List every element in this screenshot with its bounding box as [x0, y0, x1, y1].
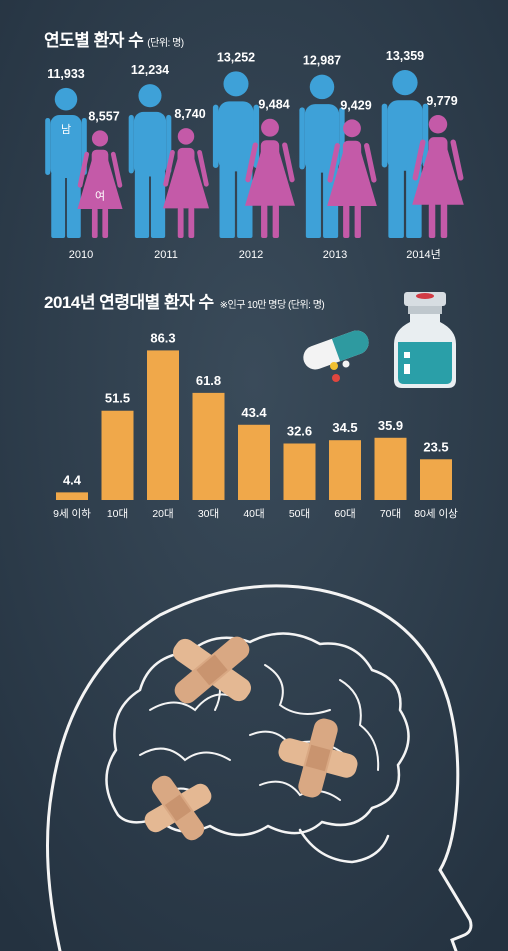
age-category-label: 60대	[334, 508, 355, 520]
age-bar	[101, 410, 134, 500]
age-category-label: 50대	[289, 508, 310, 520]
chart2-title: 2014년 연령대별 환자 수 ※인구 10만 명당 (단위: 명)	[44, 288, 325, 313]
brain-head-outline-icon	[46, 584, 473, 951]
bandage-icon	[144, 775, 212, 841]
chart1-title: 연도별 환자 수 (단위: 명)	[44, 26, 184, 51]
female-figure-icon	[245, 118, 295, 238]
male-value-label: 12,234	[131, 63, 169, 77]
brain-head-illustration	[46, 584, 473, 951]
age-category-label: 70대	[380, 508, 401, 520]
male-figure-icon	[212, 71, 260, 238]
male-value-label: 13,252	[217, 50, 255, 64]
pill-dot-icon	[342, 360, 350, 368]
age-bar	[192, 392, 225, 500]
age-bar	[56, 492, 88, 500]
female-value-label: 8,557	[88, 109, 119, 123]
female-value-label: 9,484	[258, 98, 289, 112]
male-figure-icon	[381, 70, 429, 238]
age-bar	[238, 424, 270, 500]
age-category-label: 9세 이하	[53, 507, 91, 520]
bar-value-label: 51.5	[105, 391, 130, 406]
year-label: 2012	[239, 249, 263, 261]
age-category-label: 20대	[152, 508, 173, 520]
age-category-label: 30대	[198, 508, 219, 520]
bandage-icon	[173, 636, 251, 704]
bar-value-label: 32.6	[287, 423, 312, 438]
medicine-vial-icon	[394, 292, 456, 388]
bandage-icon	[278, 718, 358, 798]
female-figure-icon: 여	[77, 130, 123, 238]
chart2-title-text: 2014년 연령대별 환자 수	[44, 293, 214, 312]
age-bar	[329, 440, 361, 500]
chart1-yearly-patients: 남여 11,933 8,557 2010 12,234 8,740 2011 13,252 9,…	[45, 49, 464, 261]
svg-text:여: 여	[95, 189, 105, 202]
svg-text:남: 남	[61, 123, 71, 136]
female-figure-icon	[162, 128, 210, 238]
female-figure-icon	[412, 115, 464, 238]
chart1-title-text: 연도별 환자 수	[44, 31, 144, 50]
male-value-label: 12,987	[303, 54, 341, 68]
pill-capsule-icon	[303, 330, 369, 370]
male-figure-icon	[128, 84, 172, 238]
bar-value-label: 35.9	[378, 418, 403, 433]
male-value-label: 11,933	[47, 67, 85, 81]
bar-value-label: 4.4	[63, 472, 82, 487]
female-figure-icon	[327, 119, 377, 238]
year-label: 2011	[154, 249, 178, 261]
female-value-label: 8,740	[174, 107, 205, 121]
chart2-unit-note: ※인구 10만 명당 (단위: 명)	[219, 300, 325, 311]
pill-dot-icon	[330, 362, 338, 370]
year-label: 2013	[323, 249, 347, 261]
female-value-label: 9,779	[426, 94, 457, 108]
male-value-label: 13,359	[386, 49, 424, 63]
bar-value-label: 61.8	[196, 373, 221, 388]
age-bar	[283, 443, 316, 500]
age-bar	[374, 437, 407, 500]
age-bar	[147, 350, 179, 500]
bar-value-label: 34.5	[332, 420, 357, 435]
year-label: 2014년	[406, 248, 441, 261]
age-category-label: 10대	[107, 508, 128, 520]
bar-value-label: 43.4	[241, 405, 267, 420]
age-category-label: 40대	[243, 508, 264, 520]
bar-value-label: 86.3	[150, 330, 175, 345]
age-bar	[420, 459, 452, 500]
bar-value-label: 23.5	[423, 439, 448, 454]
chart2-age-patients: 4.4 9세 이하 51.5 10대 86.3 20대 61.8 30대 43.4 40대 32.6…	[53, 330, 458, 520]
medicine-illustration	[303, 292, 456, 388]
female-value-label: 9,429	[340, 98, 371, 112]
chart1-unit-note: (단위: 명)	[147, 38, 184, 49]
pill-dot-icon	[332, 374, 340, 382]
year-label: 2010	[69, 249, 93, 261]
age-category-label: 80세 이상	[414, 508, 458, 520]
